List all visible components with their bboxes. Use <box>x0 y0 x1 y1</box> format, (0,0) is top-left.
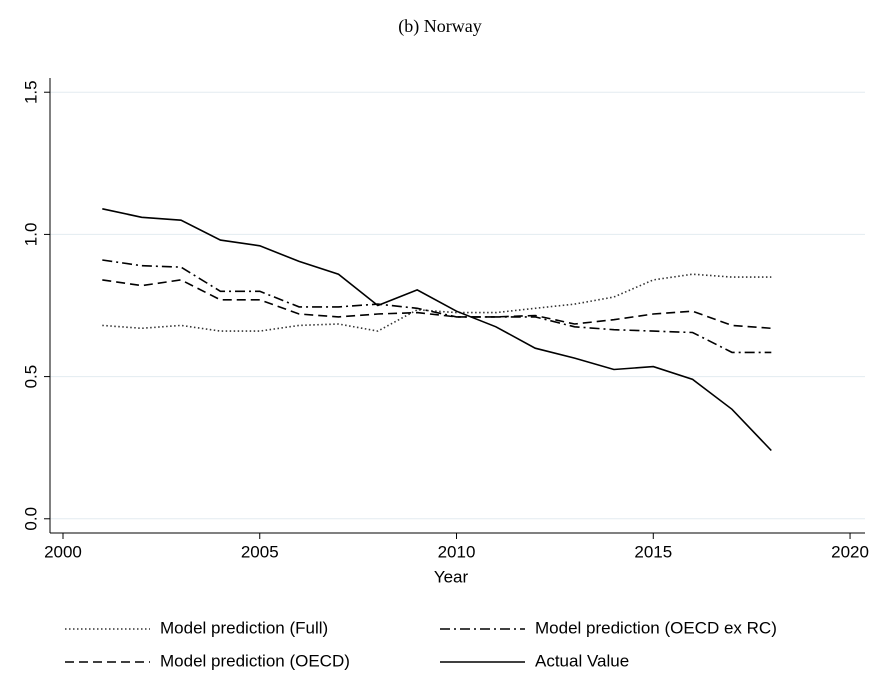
chart-title: (b) Norway <box>398 16 481 37</box>
x-axis-label: Year <box>434 567 469 586</box>
legend-label: Model prediction (Full) <box>160 618 328 637</box>
x-tick-label: 2000 <box>44 542 82 561</box>
y-tick-label: 0.5 <box>21 365 40 389</box>
series-line <box>102 279 772 330</box>
y-tick-label: 1.0 <box>21 223 40 247</box>
legend-label: Model prediction (OECD) <box>160 651 350 670</box>
y-tick-label: 0.0 <box>21 507 40 531</box>
legend-label: Model prediction (OECD ex RC) <box>535 618 777 637</box>
x-tick-label: 2020 <box>831 542 869 561</box>
x-tick-label: 2015 <box>634 542 672 561</box>
series-line <box>102 208 772 452</box>
legend-label: Actual Value <box>535 651 629 670</box>
x-tick-label: 2005 <box>241 542 279 561</box>
y-tick-label: 1.5 <box>21 80 40 104</box>
series-line <box>102 259 772 354</box>
series-line <box>102 273 772 332</box>
x-tick-label: 2010 <box>438 542 476 561</box>
